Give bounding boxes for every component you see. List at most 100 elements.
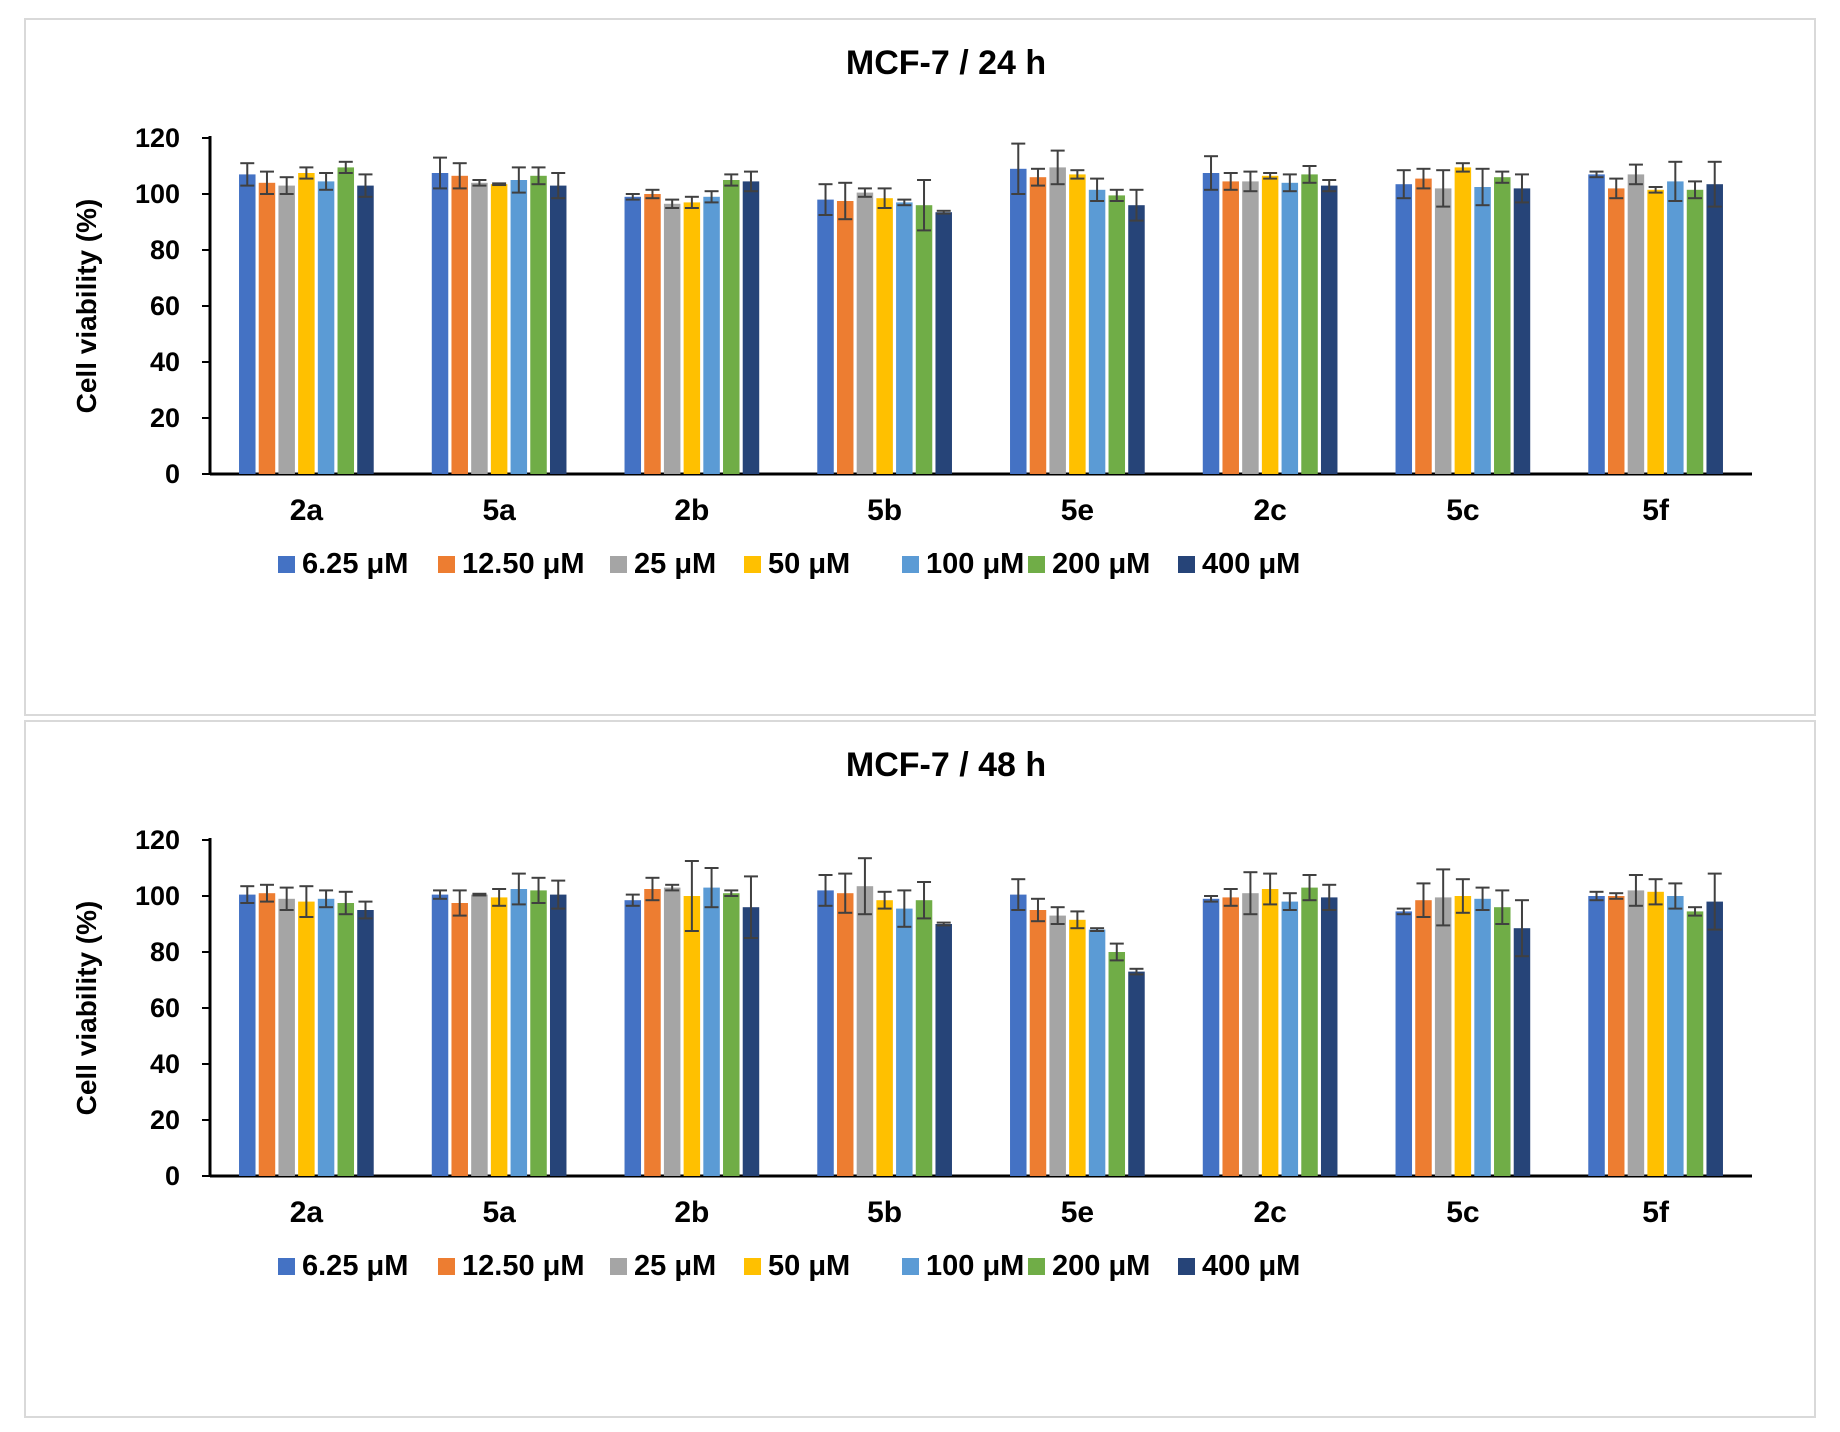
bar-5b-12-50-m <box>836 893 854 1176</box>
y-tick-label-100: 100 <box>135 881 180 911</box>
legend-label-200-m: 200 μM <box>1052 548 1150 580</box>
y-tick-label-120: 120 <box>135 123 180 153</box>
bar-5c-400-m <box>1513 928 1531 1176</box>
legend-label-6-25-m: 6.25 μM <box>302 548 408 580</box>
bar-5c-200-m <box>1494 907 1511 1176</box>
y-tick-label-80: 80 <box>150 937 180 967</box>
legend-label-25-m: 25 μM <box>634 1250 716 1282</box>
bar-2a-400-m <box>357 910 374 1176</box>
x-tick-label-5b: 5b <box>867 494 902 527</box>
bar-5c-12-50-m <box>1415 178 1432 474</box>
bar-2b-6-25-m <box>624 196 642 475</box>
bar-5e-400-m <box>1128 205 1145 474</box>
bar-5f-200-m <box>1686 189 1704 475</box>
bar-5a-50-m <box>490 897 508 1176</box>
bar-5c-400-m <box>1513 188 1531 474</box>
legend-label-100-m: 100 μM <box>926 1250 1024 1282</box>
legend-swatch-100-m <box>902 1258 919 1275</box>
bar-2a-6-25-m <box>239 174 256 474</box>
bar-5f-6-25-m <box>1588 174 1605 474</box>
bar-2c-6-25-m <box>1202 898 1220 1176</box>
bar-5b-200-m <box>915 900 933 1176</box>
bar-5c-50-m <box>1454 167 1472 474</box>
bar-5b-50-m <box>876 198 893 474</box>
bar-2a-200-m <box>337 167 355 474</box>
y-tick-label-40: 40 <box>150 1049 180 1079</box>
x-tick-label-5a: 5a <box>482 494 516 527</box>
y-tick-label-100: 100 <box>135 179 180 209</box>
bar-2a-400-m <box>357 185 374 474</box>
x-tick-label-5e: 5e <box>1061 494 1094 527</box>
bar-2b-200-m <box>723 893 740 1176</box>
bar-5a-200-m <box>530 175 547 475</box>
bar-5a-50-m <box>490 184 508 474</box>
y-tick-label-60: 60 <box>150 993 180 1023</box>
bar-5f-12-50-m <box>1607 896 1625 1176</box>
bar-5e-6-25-m <box>1010 894 1027 1176</box>
bar-5b-25-m <box>856 886 874 1176</box>
bar-5a-400-m <box>549 185 567 474</box>
x-tick-label-5c: 5c <box>1446 1196 1479 1229</box>
bar-5b-6-25-m <box>817 890 834 1176</box>
bar-5e-100-m <box>1088 929 1106 1176</box>
bar-2b-50-m <box>683 896 701 1176</box>
legend-label-12-50-m: 12.50 μM <box>462 1250 585 1282</box>
bar-5b-6-25-m <box>817 199 834 474</box>
legend-swatch-200-m <box>1028 1258 1045 1275</box>
bar-5e-6-25-m <box>1010 168 1027 475</box>
bar-2b-100-m <box>703 196 720 475</box>
bar-2c-50-m <box>1261 889 1279 1176</box>
bar-2b-100-m <box>703 887 720 1176</box>
bar-5f-400-m <box>1706 184 1723 474</box>
bar-2c-100-m <box>1281 182 1299 475</box>
legend-label-100-m: 100 μM <box>926 548 1024 580</box>
x-tick-label-2a: 2a <box>290 1196 324 1229</box>
bar-5e-50-m <box>1069 174 1086 474</box>
legend-swatch-12-50-m <box>438 1258 455 1275</box>
x-tick-label-5f: 5f <box>1642 494 1670 527</box>
bar-5c-200-m <box>1494 177 1511 474</box>
bar-2c-12-50-m <box>1222 181 1239 474</box>
legend-swatch-400-m <box>1178 556 1195 573</box>
bar-5e-12-50-m <box>1029 177 1047 474</box>
bar-2b-12-50-m <box>644 194 661 474</box>
x-tick-label-2b: 2b <box>674 1196 709 1229</box>
y-tick-label-0: 0 <box>165 1161 180 1191</box>
bar-5c-50-m <box>1454 896 1472 1176</box>
chart-title: MCF-7 / 24 h <box>846 44 1046 82</box>
bar-2a-25-m <box>278 185 295 474</box>
bar-2c-6-25-m <box>1202 173 1220 474</box>
bar-2b-50-m <box>683 202 701 474</box>
bar-5b-400-m <box>935 212 952 474</box>
bar-2c-25-m <box>1242 893 1259 1176</box>
legend-label-50-m: 50 μM <box>768 1250 850 1282</box>
legend-swatch-400-m <box>1178 1258 1195 1275</box>
bar-2c-200-m <box>1301 887 1318 1176</box>
bar-2b-25-m <box>663 203 681 475</box>
legend-label-200-m: 200 μM <box>1052 1250 1150 1282</box>
bar-2a-25-m <box>278 898 295 1176</box>
bar-5c-12-50-m <box>1415 900 1432 1176</box>
legend-swatch-25-m <box>610 1258 627 1275</box>
bar-2b-200-m <box>723 180 740 474</box>
bar-2a-100-m <box>317 898 335 1176</box>
bar-5e-200-m <box>1108 952 1126 1176</box>
legend-swatch-6-25-m <box>278 1258 295 1275</box>
bar-5a-25-m <box>471 894 488 1176</box>
bar-5f-100-m <box>1667 181 1684 474</box>
bar-5c-25-m <box>1434 897 1452 1176</box>
bar-chart-24h: MCF-7 / 24 h Cell viability (%) 0 20 40 60 80 1… <box>71 44 1752 580</box>
legend-swatch-6-25-m <box>278 556 295 573</box>
x-tick-label-2b: 2b <box>674 494 709 527</box>
bar-5b-12-50-m <box>836 201 854 474</box>
bar-5c-100-m <box>1474 187 1491 474</box>
x-tick-label-5b: 5b <box>867 1196 902 1229</box>
bar-2b-400-m <box>742 181 760 474</box>
legend-swatch-100-m <box>902 556 919 573</box>
y-axis-label: Cell viability (%) <box>71 199 102 414</box>
bar-2b-400-m <box>742 907 760 1176</box>
bar-2b-25-m <box>663 887 681 1176</box>
y-tick-label-80: 80 <box>150 235 180 265</box>
y-tick-label-20: 20 <box>150 1105 180 1135</box>
bar-2a-100-m <box>317 181 335 474</box>
